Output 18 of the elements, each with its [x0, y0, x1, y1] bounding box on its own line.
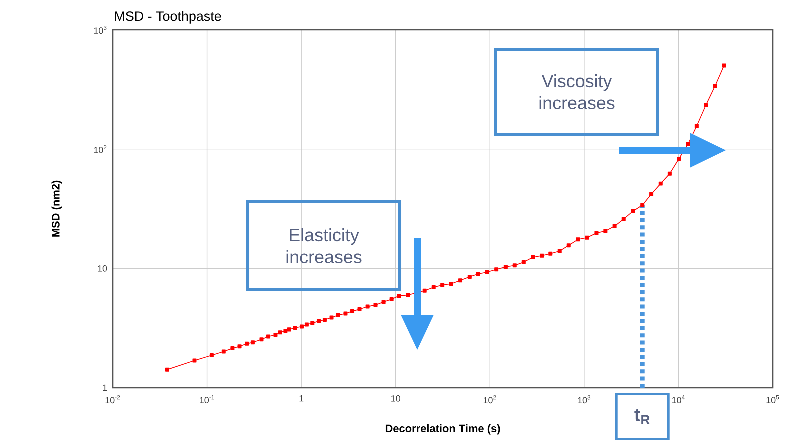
- x-tick-label: 10$^{5}$: [766, 396, 780, 404]
- x-tick-label: 10$^{-1}$: [200, 396, 214, 404]
- y-tick-label: 10$^{3}$: [94, 26, 107, 34]
- x-tick-label: 10$^{-2}$: [106, 396, 120, 404]
- x-tick-label: 10$^{2}$: [484, 396, 496, 404]
- x-tick-label: 10: [392, 396, 400, 402]
- x-tick-label: 10$^{4}$: [672, 396, 685, 404]
- x-tick-label: 1: [300, 396, 304, 402]
- y-tick-label: 10$^{2}$: [94, 145, 107, 154]
- ref-line-label: t$_{R}$: [634, 408, 650, 424]
- annotation: Viscosity increases: [540, 74, 615, 110]
- x-axis-title: Decorrelation Time (s): [386, 424, 500, 435]
- x-tick-label: 10$^{3}$: [578, 396, 591, 404]
- y-tick-label: 10: [98, 265, 108, 272]
- chart-title: MSD - Toothpaste: [115, 11, 222, 24]
- y-tick-label: 1: [103, 384, 108, 392]
- annotation: Elasticity increases: [286, 228, 362, 264]
- y-axis-title: MSD (nm2): [52, 180, 62, 237]
